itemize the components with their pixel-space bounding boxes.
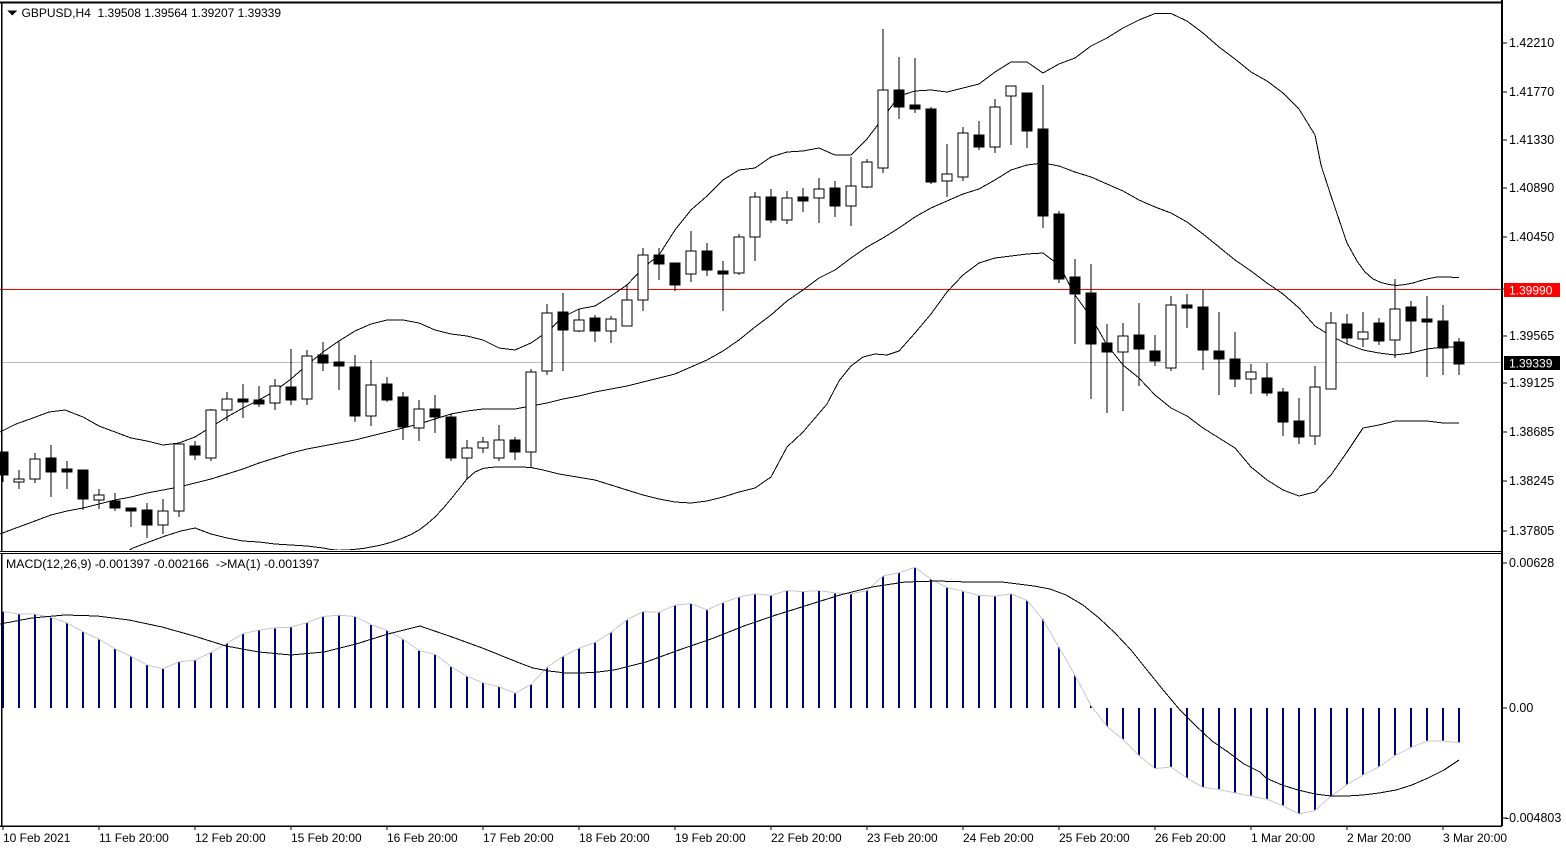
svg-text:1.42210: 1.42210: [1509, 36, 1554, 50]
svg-text:17 Feb 20:00: 17 Feb 20:00: [483, 831, 554, 845]
svg-text:1.39990: 1.39990: [1509, 284, 1553, 298]
svg-text:0.00: 0.00: [1509, 701, 1533, 715]
svg-text:1.39125: 1.39125: [1509, 376, 1554, 390]
svg-text:10 Feb 2021: 10 Feb 2021: [3, 831, 71, 845]
svg-text:0.00628: 0.00628: [1509, 556, 1554, 570]
svg-text:3 Mar 20:00: 3 Mar 20:00: [1443, 831, 1507, 845]
svg-text:26 Feb 20:00: 26 Feb 20:00: [1155, 831, 1226, 845]
svg-text:GBPUSD,H4 1.39508 1.39564 1.3: GBPUSD,H4 1.39508 1.39564 1.39207 1.3933…: [22, 6, 282, 20]
svg-text:25 Feb 20:00: 25 Feb 20:00: [1059, 831, 1130, 845]
svg-text:22 Feb 20:00: 22 Feb 20:00: [771, 831, 842, 845]
svg-text:1.40890: 1.40890: [1509, 181, 1554, 195]
svg-text:16 Feb 20:00: 16 Feb 20:00: [387, 831, 458, 845]
svg-text:15 Feb 20:00: 15 Feb 20:00: [291, 831, 362, 845]
svg-text:1.40450: 1.40450: [1509, 230, 1554, 244]
svg-text:1.38245: 1.38245: [1509, 474, 1554, 488]
svg-text:2 Mar 20:00: 2 Mar 20:00: [1347, 831, 1411, 845]
svg-text:MACD(12,26,9) -0.001397 -0.002: MACD(12,26,9) -0.001397 -0.002166 ->MA(1…: [6, 557, 320, 571]
svg-text:1.39565: 1.39565: [1509, 329, 1554, 343]
svg-text:23 Feb 20:00: 23 Feb 20:00: [867, 831, 938, 845]
svg-text:-0.004803: -0.004803: [1505, 811, 1561, 825]
svg-text:24 Feb 20:00: 24 Feb 20:00: [963, 831, 1034, 845]
svg-text:1.41770: 1.41770: [1509, 85, 1554, 99]
svg-text:19 Feb 20:00: 19 Feb 20:00: [675, 831, 746, 845]
svg-text:1.41330: 1.41330: [1509, 133, 1554, 147]
svg-text:1 Mar 20:00: 1 Mar 20:00: [1251, 831, 1315, 845]
svg-text:11 Feb 20:00: 11 Feb 20:00: [99, 831, 169, 845]
svg-text:12 Feb 20:00: 12 Feb 20:00: [195, 831, 266, 845]
svg-text:18 Feb 20:00: 18 Feb 20:00: [579, 831, 650, 845]
svg-text:1.37805: 1.37805: [1509, 524, 1554, 538]
svg-text:1.39339: 1.39339: [1509, 357, 1553, 371]
svg-text:1.38685: 1.38685: [1509, 425, 1554, 439]
